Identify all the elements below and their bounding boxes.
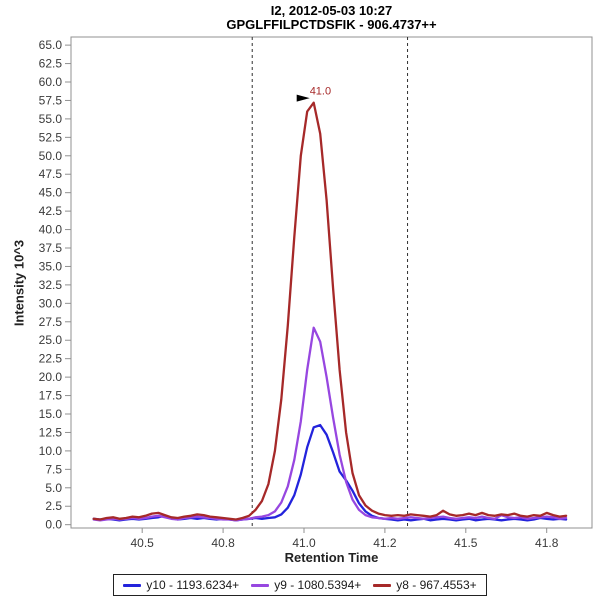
y-tick-label: 22.5 bbox=[39, 352, 63, 366]
peak-apex-rt-label[interactable]: 41.0 bbox=[310, 86, 331, 98]
y-tick-label: 5.0 bbox=[45, 481, 62, 495]
y-tick-label: 2.5 bbox=[45, 499, 62, 513]
y-tick-label: 0.0 bbox=[45, 518, 62, 532]
legend-item-y9: y9 - 1080.5394+ bbox=[251, 578, 361, 592]
y-tick-label: 62.5 bbox=[39, 57, 63, 71]
legend-item-label: y10 - 1193.6234+ bbox=[146, 578, 240, 592]
y-axis-title: Intensity 10^3 bbox=[11, 239, 27, 327]
y-tick-label: 35.0 bbox=[39, 259, 63, 273]
y-tick-label: 7.5 bbox=[45, 462, 62, 476]
y-tick-label: 65.0 bbox=[39, 38, 63, 52]
x-tick-label: 41.2 bbox=[373, 536, 397, 550]
x-tick-label: 40.8 bbox=[211, 536, 235, 550]
y-tick-label: 52.5 bbox=[39, 130, 63, 144]
y-tick-label: 57.5 bbox=[39, 93, 63, 107]
y-tick-label: 27.5 bbox=[39, 315, 63, 329]
legend-item-label: y8 - 967.4553+ bbox=[396, 578, 477, 592]
x-tick-label: 40.5 bbox=[131, 536, 155, 550]
y-tick-label: 37.5 bbox=[39, 241, 63, 255]
legend-item-y8: y8 - 967.4553+ bbox=[373, 578, 477, 592]
x-tick-label: 41.5 bbox=[454, 536, 478, 550]
y-tick-label: 55.0 bbox=[39, 112, 63, 126]
y-tick-label: 25.0 bbox=[39, 333, 63, 347]
y-tick-label: 60.0 bbox=[39, 75, 63, 89]
plot-frame bbox=[70, 36, 593, 529]
legend-line-swatch-icon bbox=[373, 583, 392, 587]
legend-line-swatch-icon bbox=[123, 583, 142, 587]
y-tick-label: 17.5 bbox=[39, 389, 63, 403]
legend-line-swatch-icon bbox=[251, 583, 270, 587]
x-tick-label: 41.8 bbox=[535, 536, 559, 550]
y-tick-label: 10.0 bbox=[39, 444, 63, 458]
legend-item-label: y9 - 1080.5394+ bbox=[274, 578, 362, 592]
legend-box: y10 - 1193.6234+ y9 - 1080.5394+ y8 - 967.… bbox=[113, 574, 487, 596]
x-tick-label: 41.0 bbox=[292, 536, 316, 550]
y-tick-label: 12.5 bbox=[39, 425, 63, 439]
x-axis-title: Retention Time bbox=[284, 550, 379, 565]
y-tick-label: 42.5 bbox=[39, 204, 63, 218]
legend-item-y10: y10 - 1193.6234+ bbox=[123, 578, 239, 592]
y-tick-label: 30.0 bbox=[39, 296, 63, 310]
y-tick-label: 47.5 bbox=[39, 167, 63, 181]
series-line-y8[interactable] bbox=[92, 101, 568, 521]
series-line-y10[interactable] bbox=[92, 423, 568, 522]
y-tick-label: 40.0 bbox=[39, 223, 63, 237]
y-tick-label: 20.0 bbox=[39, 370, 63, 384]
y-tick-label: 32.5 bbox=[39, 278, 63, 292]
chart-title-replicate: I2, 2012-05-03 10:27 bbox=[270, 3, 393, 18]
y-tick-label: 15.0 bbox=[39, 407, 63, 421]
peak-apex-arrow-icon[interactable] bbox=[296, 94, 310, 102]
y-tick-label: 45.0 bbox=[39, 186, 63, 200]
chart-title-peptide: GPGLFFILPCTDSFIK - 906.4737++ bbox=[226, 17, 437, 32]
y-tick-label: 50.0 bbox=[39, 149, 63, 163]
series-line-y9[interactable] bbox=[92, 326, 568, 522]
